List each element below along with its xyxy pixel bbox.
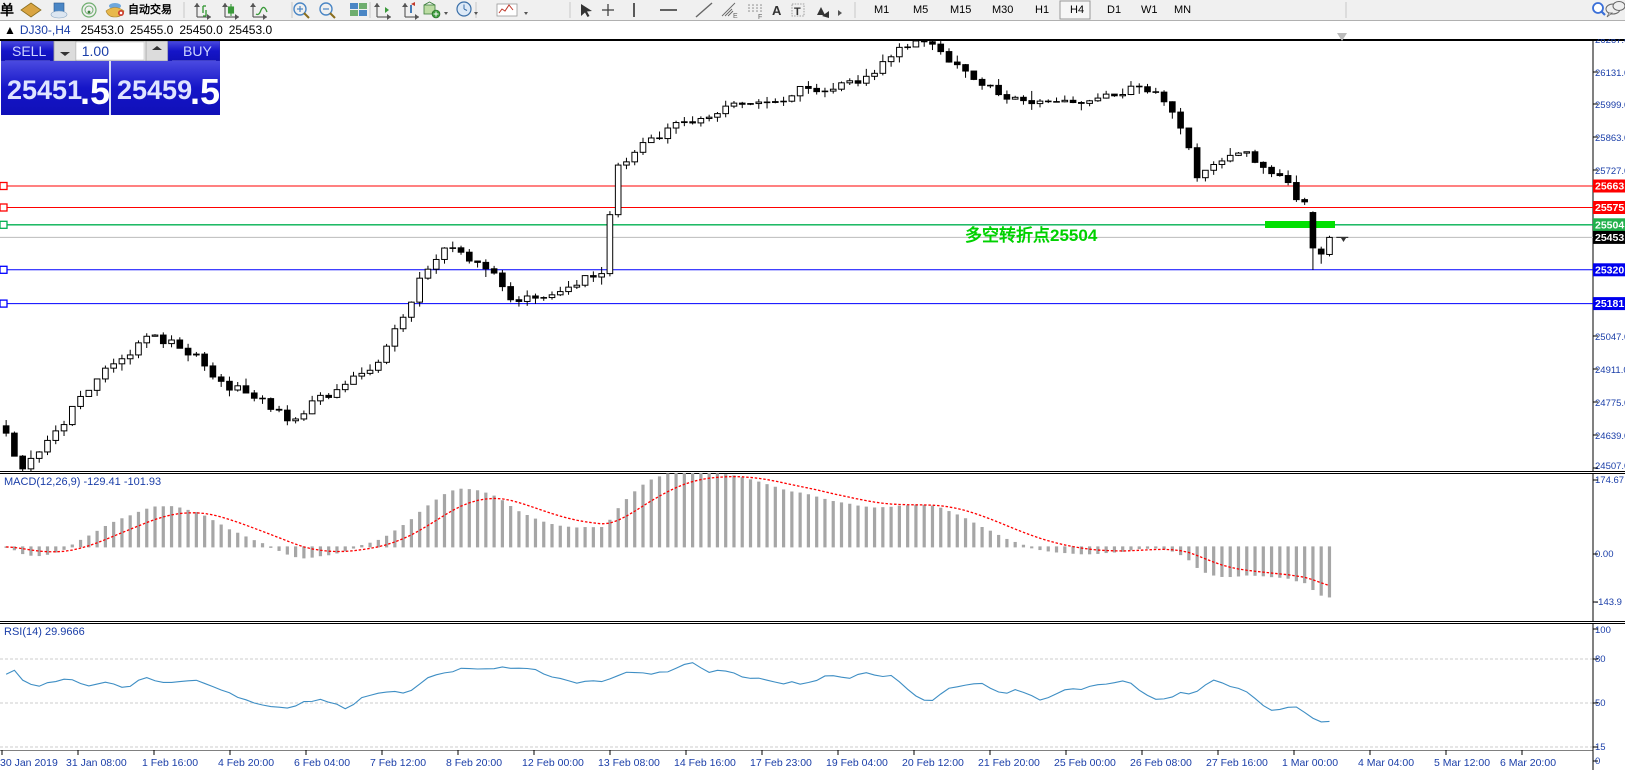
svg-text:1 Mar 00:00: 1 Mar 00:00 xyxy=(1282,757,1338,769)
svg-text:27 Feb 16:00: 27 Feb 16:00 xyxy=(1206,757,1268,769)
svg-text:MN: MN xyxy=(1174,4,1191,16)
svg-text:25863.0: 25863.0 xyxy=(1595,133,1625,144)
svg-text:多空转折点25504: 多空转折点25504 xyxy=(965,225,1098,245)
svg-text:25320.1: 25320.1 xyxy=(1595,264,1625,276)
svg-text:单: 单 xyxy=(0,2,14,18)
svg-text:7 Feb 12:00: 7 Feb 12:00 xyxy=(370,757,426,769)
svg-text:174.67: 174.67 xyxy=(1595,475,1624,486)
svg-text:M5: M5 xyxy=(913,4,928,16)
svg-text:25181.3: 25181.3 xyxy=(1595,298,1625,310)
svg-text:24911.0: 24911.0 xyxy=(1595,365,1625,376)
svg-text:25575.6: 25575.6 xyxy=(1595,202,1625,214)
svg-text:24639.0: 24639.0 xyxy=(1595,431,1625,442)
svg-text:6 Mar 20:00: 6 Mar 20:00 xyxy=(1500,757,1556,769)
svg-text:-143.9: -143.9 xyxy=(1595,597,1622,608)
svg-text:1 Feb 16:00: 1 Feb 16:00 xyxy=(142,757,198,769)
svg-text:30 Jan 2019: 30 Jan 2019 xyxy=(0,757,58,769)
svg-text:H1: H1 xyxy=(1035,4,1049,16)
svg-text:.5: .5 xyxy=(190,71,220,112)
svg-text:5 Mar 12:00: 5 Mar 12:00 xyxy=(1434,757,1490,769)
svg-text:自动交易: 自动交易 xyxy=(128,2,172,16)
svg-text:25459: 25459 xyxy=(117,75,192,105)
svg-text:26267.0: 26267.0 xyxy=(1595,39,1625,46)
svg-text:12 Feb 00:00: 12 Feb 00:00 xyxy=(522,757,584,769)
svg-text:D1: D1 xyxy=(1107,4,1121,16)
svg-text:100: 100 xyxy=(1595,625,1611,636)
svg-text:6 Feb 04:00: 6 Feb 04:00 xyxy=(294,757,350,769)
svg-text:25999.0: 25999.0 xyxy=(1595,100,1625,111)
svg-text:19 Feb 04:00: 19 Feb 04:00 xyxy=(826,757,888,769)
svg-text:A: A xyxy=(772,3,782,18)
svg-text:M15: M15 xyxy=(950,4,971,16)
svg-text:8 Feb 20:00: 8 Feb 20:00 xyxy=(446,757,502,769)
svg-text:17 Feb 23:00: 17 Feb 23:00 xyxy=(750,757,812,769)
svg-text:4 Mar 04:00: 4 Mar 04:00 xyxy=(1358,757,1414,769)
svg-text:25047.0: 25047.0 xyxy=(1595,332,1625,343)
svg-text:MACD(12,26,9) -129.41 -101.93: MACD(12,26,9) -129.41 -101.93 xyxy=(4,476,161,488)
svg-text:25727.0: 25727.0 xyxy=(1595,166,1625,177)
svg-text:.5: .5 xyxy=(80,71,110,112)
svg-text:M1: M1 xyxy=(874,4,889,16)
svg-text:1.00: 1.00 xyxy=(82,43,109,59)
svg-text:M30: M30 xyxy=(992,4,1013,16)
svg-text:31 Jan 08:00: 31 Jan 08:00 xyxy=(66,757,127,769)
svg-text:25451: 25451 xyxy=(7,75,82,105)
svg-text:26 Feb 08:00: 26 Feb 08:00 xyxy=(1130,757,1192,769)
svg-text:W1: W1 xyxy=(1141,4,1158,16)
svg-text:SELL: SELL xyxy=(12,43,46,59)
svg-text:26131.0: 26131.0 xyxy=(1595,68,1625,79)
svg-text:24775.0: 24775.0 xyxy=(1595,398,1625,409)
svg-text:14 Feb 16:00: 14 Feb 16:00 xyxy=(674,757,736,769)
svg-text:T: T xyxy=(794,6,801,18)
svg-text:24507.0: 24507.0 xyxy=(1595,461,1625,471)
svg-text:21 Feb 20:00: 21 Feb 20:00 xyxy=(978,757,1040,769)
svg-text:25 Feb 00:00: 25 Feb 00:00 xyxy=(1054,757,1116,769)
svg-text:25663.8: 25663.8 xyxy=(1595,181,1625,193)
svg-text:E: E xyxy=(733,13,738,20)
svg-text:4 Feb 20:00: 4 Feb 20:00 xyxy=(218,757,274,769)
svg-text:BUY: BUY xyxy=(183,43,212,59)
svg-text:H4: H4 xyxy=(1070,4,1084,16)
svg-text:13 Feb 08:00: 13 Feb 08:00 xyxy=(598,757,660,769)
svg-text:RSI(14) 29.9666: RSI(14) 29.9666 xyxy=(4,626,85,638)
svg-text:20 Feb 12:00: 20 Feb 12:00 xyxy=(902,757,964,769)
svg-text:25453.0: 25453.0 xyxy=(1595,232,1625,244)
svg-text:25504.7: 25504.7 xyxy=(1595,219,1625,231)
